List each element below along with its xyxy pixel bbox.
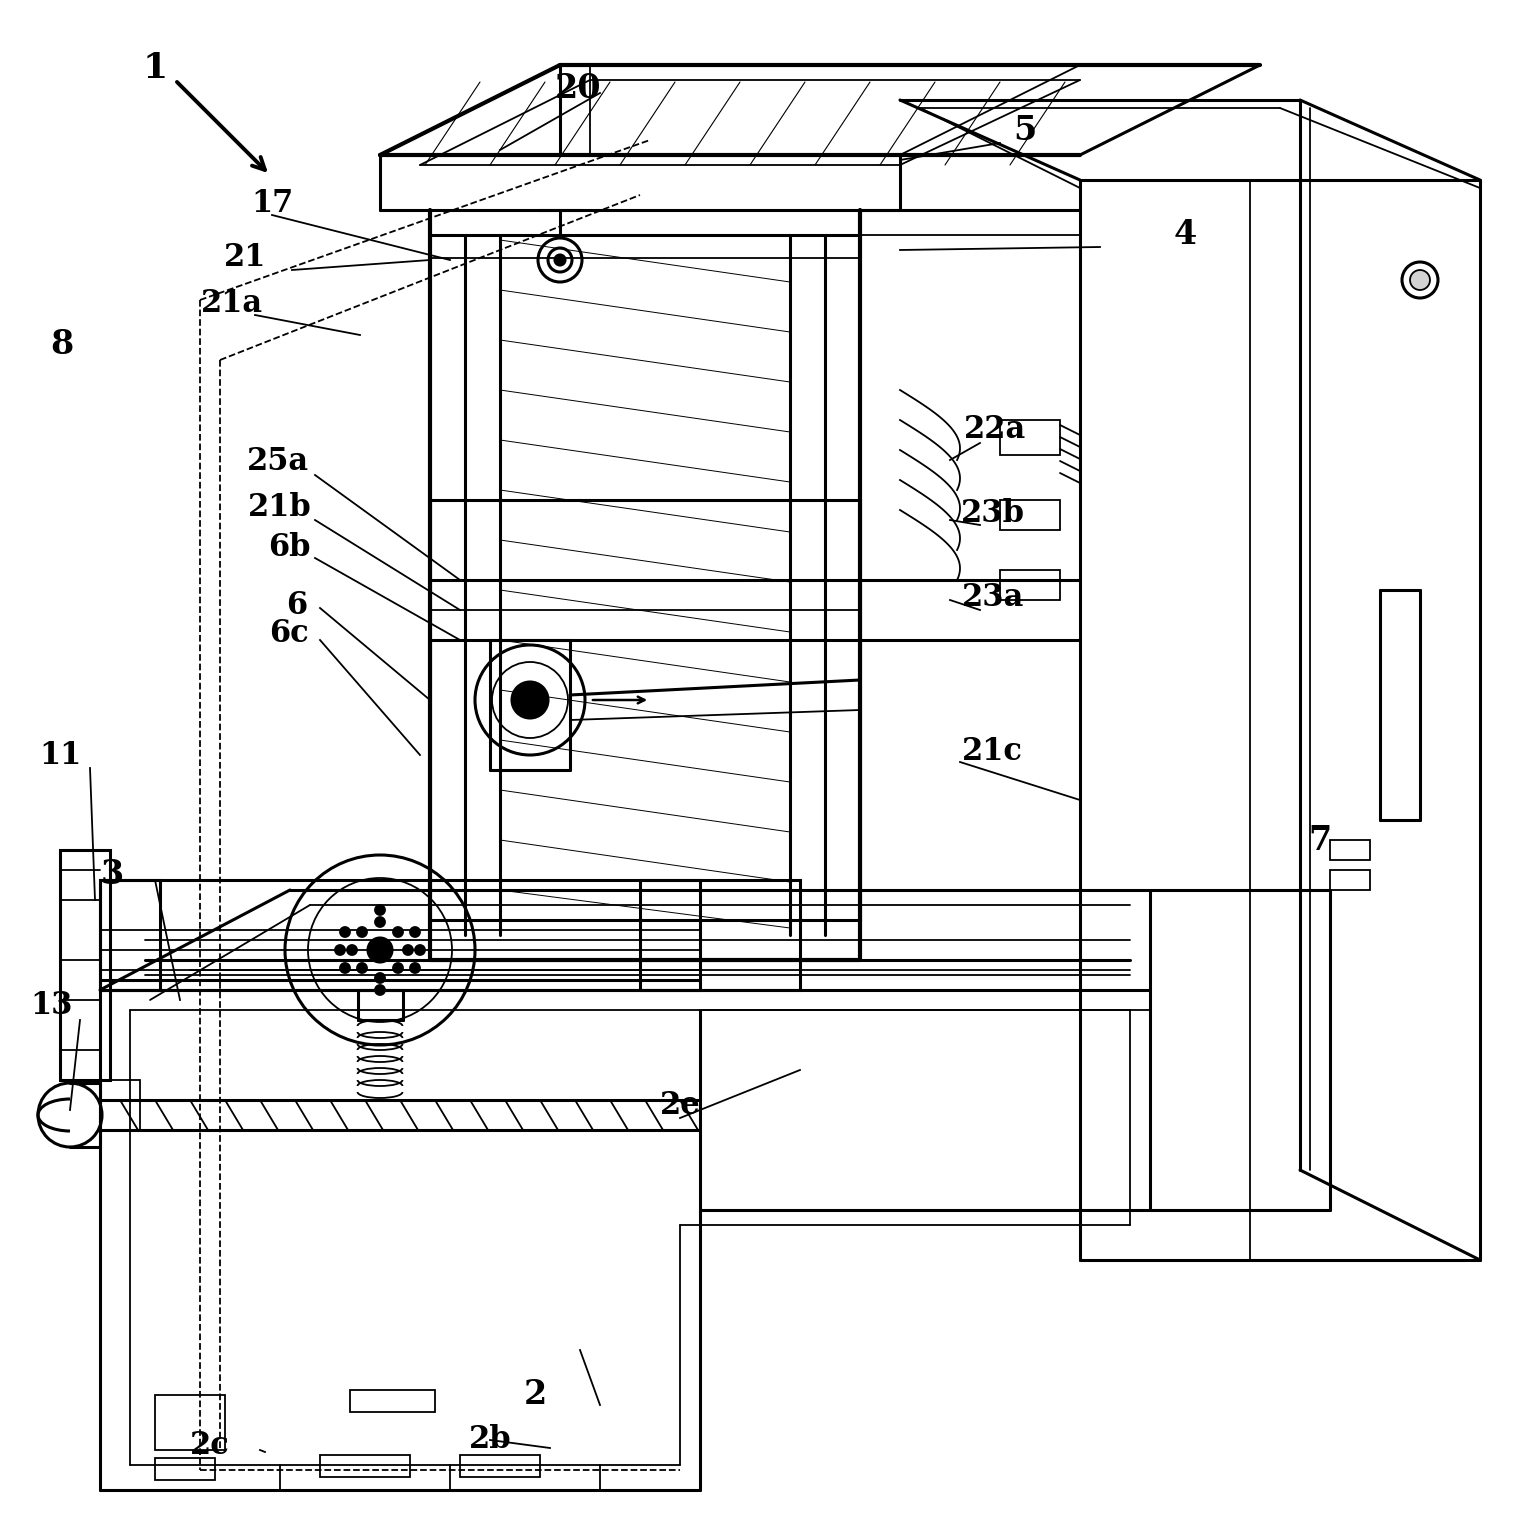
Bar <box>429 501 860 919</box>
Text: 21c: 21c <box>961 737 1023 767</box>
Bar <box>100 880 800 989</box>
Text: 6c: 6c <box>270 618 308 648</box>
Text: 17: 17 <box>251 187 293 219</box>
Bar <box>60 849 110 1081</box>
Circle shape <box>376 945 385 954</box>
Text: 2c: 2c <box>190 1429 230 1461</box>
Circle shape <box>409 963 420 973</box>
Bar <box>639 880 701 989</box>
Text: 6b: 6b <box>268 533 310 563</box>
Circle shape <box>346 945 357 954</box>
Bar <box>350 1390 435 1412</box>
Bar <box>1331 840 1371 860</box>
Circle shape <box>392 963 403 973</box>
Circle shape <box>512 682 547 718</box>
Circle shape <box>1410 269 1430 291</box>
Bar <box>1331 871 1371 890</box>
Text: 6: 6 <box>287 589 308 621</box>
Circle shape <box>415 945 425 954</box>
Text: 21b: 21b <box>248 493 311 524</box>
Bar <box>1000 571 1059 600</box>
Text: 3: 3 <box>100 858 124 892</box>
Text: 11: 11 <box>38 740 81 770</box>
Circle shape <box>340 927 350 938</box>
Text: 5: 5 <box>1013 114 1036 146</box>
Text: 20: 20 <box>555 72 601 105</box>
Circle shape <box>555 256 566 265</box>
Bar <box>155 1396 225 1450</box>
Text: 22a: 22a <box>964 414 1026 446</box>
Text: 2e: 2e <box>659 1090 701 1120</box>
Bar <box>100 1081 140 1129</box>
Text: 13: 13 <box>31 989 74 1020</box>
Circle shape <box>409 927 420 938</box>
Text: 23b: 23b <box>961 498 1026 528</box>
Text: 21a: 21a <box>201 288 264 318</box>
Circle shape <box>336 945 345 954</box>
Bar <box>1000 501 1059 530</box>
Bar <box>155 1458 215 1479</box>
Circle shape <box>376 985 385 995</box>
Text: 7: 7 <box>1308 823 1332 857</box>
Circle shape <box>403 945 412 954</box>
Text: 23a: 23a <box>961 583 1024 613</box>
Circle shape <box>368 938 392 962</box>
Bar <box>1000 420 1059 455</box>
Circle shape <box>376 906 385 915</box>
Text: 2b: 2b <box>469 1425 512 1455</box>
Bar <box>460 1455 540 1476</box>
Circle shape <box>392 927 403 938</box>
Text: 21: 21 <box>224 242 267 274</box>
Circle shape <box>376 973 385 983</box>
Bar <box>320 1455 409 1476</box>
Text: 4: 4 <box>1173 219 1197 251</box>
Text: 25a: 25a <box>247 446 310 478</box>
Bar <box>100 880 159 989</box>
Circle shape <box>357 927 366 938</box>
Circle shape <box>340 963 350 973</box>
Circle shape <box>357 963 366 973</box>
Circle shape <box>376 916 385 927</box>
Text: 1: 1 <box>143 52 167 85</box>
Text: 8: 8 <box>51 329 74 362</box>
Text: 2: 2 <box>523 1379 547 1411</box>
